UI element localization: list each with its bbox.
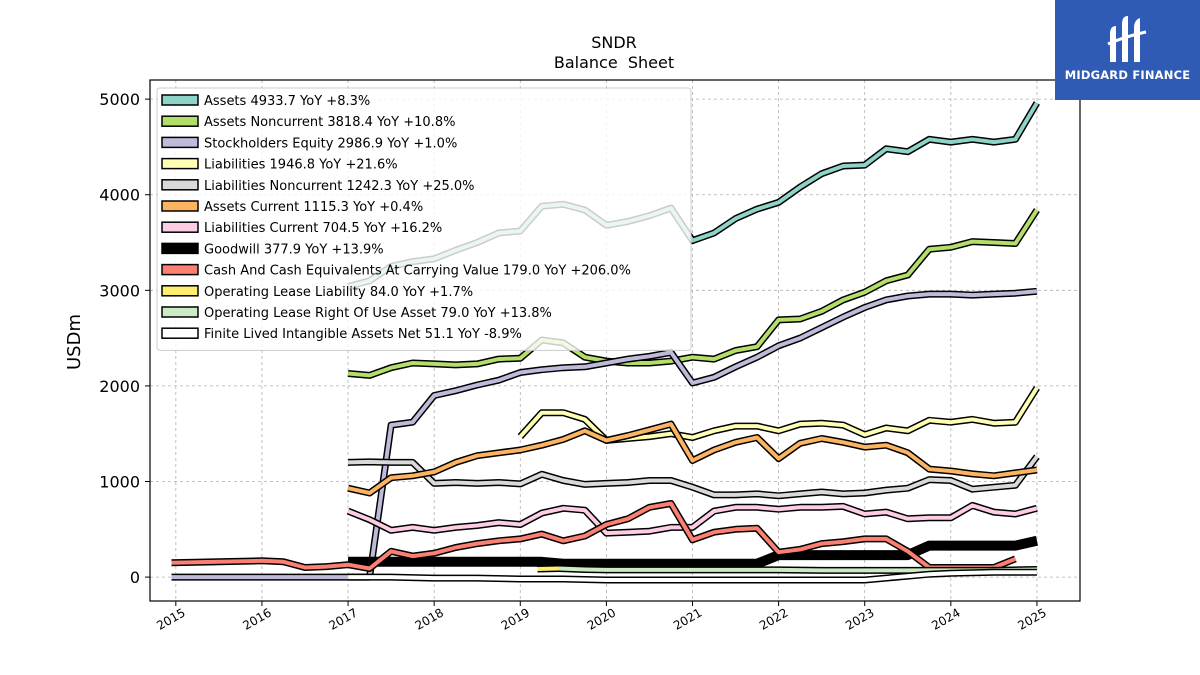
x-tick-label: 2019 [499,605,532,632]
legend-label: Assets 4933.7 YoY +8.3% [204,94,370,109]
series-stroke [348,570,1037,582]
x-tick-label: 2022 [757,605,790,632]
legend-entry: Assets 4933.7 YoY +8.3% [161,94,370,109]
y-tick-label: 1000 [99,473,140,492]
legend-entry: Liabilities Noncurrent 1242.3 YoY +25.0% [161,179,475,194]
series-stroke [348,537,1038,568]
series-line-5 [347,420,1038,497]
legend-swatch [161,157,199,170]
y-tick-label: 5000 [99,90,140,109]
legend-label: Liabilities Current 704.5 YoY +16.2% [204,221,442,236]
legend-swatch [161,327,199,339]
series-line-3 [517,385,1040,444]
y-tick-label: 3000 [99,281,140,300]
legend-swatch [161,306,199,318]
x-tick-label: 2020 [585,605,618,632]
brand-logo: MIDGARD FINANCE [1055,0,1200,100]
series-line-9 [537,565,560,573]
legend-entry: Assets Current 1115.3 YoY +0.4% [161,200,423,215]
legend-label: Finite Lived Intangible Assets Net 51.1 … [204,327,522,342]
series-line-4 [348,454,1040,500]
legend-entry: Operating Lease Right Of Use Asset 79.0 … [161,306,552,321]
series-stroke [348,455,1039,498]
x-tick-label: 2021 [671,605,704,632]
legend-swatch [161,263,199,276]
y-axis-label: USDm [64,314,85,370]
legend-swatch [161,94,199,106]
legend-label: Liabilities Noncurrent 1242.3 YoY +25.0% [204,179,475,194]
series-lines [171,101,1040,584]
legend-label: Operating Lease Liability 84.0 YoY +1.7% [204,285,473,300]
series-stroke [537,566,560,571]
chart-subtitle: Balance Sheet [554,53,674,72]
series-stroke [171,289,1038,580]
series-stroke [347,208,1039,378]
x-tick-label: 2018 [413,605,446,632]
legend-entry: Liabilities 1946.8 YoY +21.6% [161,157,398,173]
legend-swatch [161,136,199,149]
midgard-logo-icon [1107,16,1147,62]
series-line-1 [347,208,1040,379]
legend-swatch [161,179,199,191]
x-tick-label: 2017 [326,605,359,632]
y-tick-label: 4000 [99,186,140,205]
legend-entry: Goodwill 377.9 YoY +13.9% [161,242,384,257]
legend-label: Operating Lease Right Of Use Asset 79.0 … [204,306,552,321]
brand-name: MIDGARD FINANCE [1064,68,1191,82]
chart-title: SNDR [591,33,637,52]
legend-box [156,87,692,351]
series-line-6 [346,501,1038,537]
series-line-11 [348,568,1037,584]
x-tick-label: 2016 [240,605,273,632]
series-stroke [347,422,1038,495]
legend-label: Assets Noncurrent 3818.4 YoY +10.8% [204,115,455,130]
legend-label: Assets Current 1115.3 YoY +0.4% [204,200,423,215]
legend-label: Goodwill 377.9 YoY +13.9% [204,242,384,257]
legend-entry: Liabilities Current 704.5 YoY +16.2% [161,221,442,236]
legend-swatch [161,221,199,233]
series-line-7 [348,535,1038,569]
series-line-2 [171,287,1038,581]
plot-frame [149,79,1081,602]
legend-label: Cash And Cash Equivalents At Carrying Va… [204,264,631,279]
legend-entry: Assets Noncurrent 3818.4 YoY +10.8% [161,115,455,130]
legend-swatch [161,242,199,255]
legend-entry: Cash And Cash Equivalents At Carrying Va… [161,263,631,279]
x-tick-label: 2024 [929,605,962,632]
series-line-8 [171,500,1017,572]
legend-swatch [161,200,199,212]
legend-entry: Operating Lease Liability 84.0 YoY +1.7% [161,285,473,300]
y-tick-label: 0 [130,568,140,587]
series-stroke [171,501,1017,571]
legend-entry: Finite Lived Intangible Assets Net 51.1 … [161,327,522,342]
x-tick-label: 2025 [1015,605,1048,632]
legend: Assets 4933.7 YoY +8.3% Assets Noncurrent… [156,87,692,351]
series-stroke [518,386,1039,443]
legend-label: Stockholders Equity 2986.9 YoY +1.0% [204,136,457,151]
series-stroke [347,503,1038,536]
x-tick-label: 2023 [843,605,876,632]
legend-label: Liabilities 1946.8 YoY +21.6% [204,158,398,173]
y-tick-label: 2000 [99,377,140,396]
x-tick-label: 2015 [154,605,187,632]
legend-swatch [161,285,199,297]
legend-swatch [161,115,199,127]
legend-entry: Stockholders Equity 2986.9 YoY +1.0% [161,136,457,151]
